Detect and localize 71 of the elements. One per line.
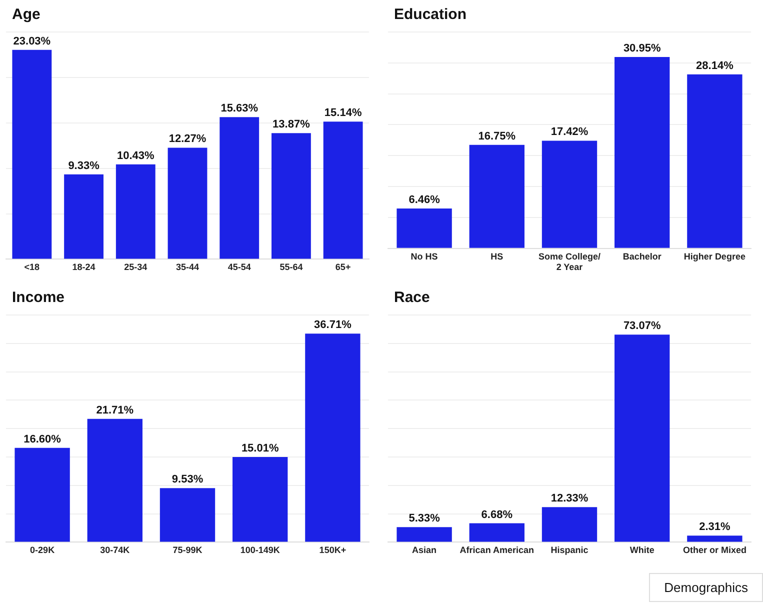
data-label: 21.71%: [96, 404, 134, 416]
x-tick-label: Asian: [412, 545, 437, 556]
x-tick-label: 75-99K: [172, 545, 203, 556]
data-label: 23.03%: [13, 35, 51, 48]
data-label: 2.31%: [699, 521, 731, 534]
x-tick-label: White: [630, 545, 654, 556]
bar: [87, 418, 142, 542]
data-label: 16.75%: [478, 130, 516, 142]
bar: [542, 140, 598, 248]
data-label: 12.33%: [550, 492, 588, 505]
chart-title: Age: [12, 6, 40, 23]
bar: [116, 164, 156, 259]
x-tick-label: African American: [460, 545, 534, 556]
bar: [687, 536, 742, 542]
data-label: 15.01%: [241, 442, 279, 454]
bar: [614, 334, 670, 542]
data-label: 10.43%: [116, 150, 155, 162]
x-tick-label: 55-64: [280, 262, 303, 272]
x-tick-label: Hispanic: [550, 545, 588, 556]
data-label: 15.63%: [220, 102, 258, 115]
data-label: 73.07%: [623, 320, 661, 332]
bar: [614, 57, 670, 248]
x-tick-label: 25-34: [124, 262, 148, 272]
chart-title: Education: [394, 6, 467, 23]
bar: [469, 523, 524, 542]
chart-title: Income: [12, 289, 65, 306]
bar: [232, 456, 288, 542]
bar: [12, 50, 52, 259]
x-tick-label: HS: [490, 251, 504, 262]
bar: [168, 148, 208, 259]
data-label: 17.42%: [550, 126, 588, 138]
x-tick-label: Bachelor: [622, 251, 662, 262]
x-tick-label: 35-44: [176, 262, 200, 272]
bar: [220, 117, 260, 259]
bar: [160, 488, 216, 542]
bar: [14, 448, 70, 542]
x-tick-label: 18-24: [72, 262, 96, 272]
bar: [396, 527, 452, 542]
x-tick-label: No HS: [410, 251, 438, 262]
data-label: 6.46%: [408, 194, 440, 206]
data-label: 36.71%: [314, 319, 352, 332]
bar: [687, 74, 742, 248]
x-tick-label: 65+: [335, 262, 351, 272]
x-tick-label: 100-149K: [240, 545, 280, 556]
x-tick-label: 45-54: [228, 262, 251, 272]
x-tick-label: Some College/ 2 Year: [538, 251, 602, 272]
x-tick-label: Higher Degree: [684, 251, 746, 262]
bar: [323, 122, 363, 259]
data-label: 15.14%: [324, 107, 362, 120]
x-tick-label: 30-74K: [100, 545, 130, 556]
data-label: 28.14%: [696, 60, 734, 72]
chart-title: Race: [394, 289, 430, 306]
data-label: 13.87%: [272, 118, 310, 131]
data-label: 12.27%: [168, 133, 206, 146]
bar: [396, 208, 452, 248]
x-tick-label: <18: [24, 262, 40, 272]
bar: [272, 133, 311, 259]
bar: [542, 507, 598, 542]
data-label: 5.33%: [408, 512, 440, 525]
bar: [64, 174, 104, 259]
data-label: 16.60%: [24, 433, 62, 446]
bar: [305, 334, 360, 542]
x-tick-label: Other or Mixed: [682, 545, 746, 556]
data-label: 9.33%: [68, 160, 100, 172]
data-label: 30.95%: [623, 42, 661, 55]
data-label: 9.53%: [172, 474, 204, 486]
bar: [469, 144, 524, 248]
data-label: 6.68%: [481, 508, 513, 521]
x-tick-label: 0-29K: [30, 545, 56, 556]
text: Demographics: [649, 573, 763, 602]
x-tick-label: 150K+: [319, 545, 346, 556]
